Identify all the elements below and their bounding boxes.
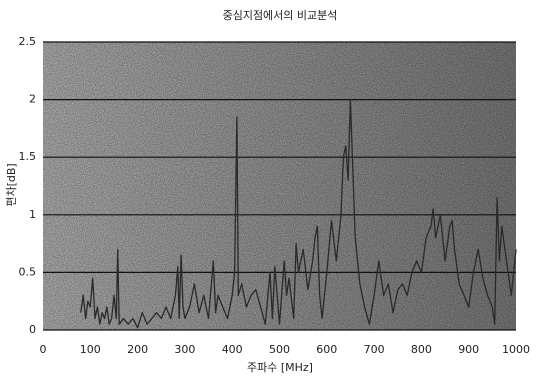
y-tick-label: 2.5	[19, 35, 37, 48]
y-tick-label: 1	[29, 208, 36, 221]
y-axis-label: 편차[dB]	[5, 163, 18, 206]
data-line	[80, 98, 517, 329]
x-tick-label: 900	[458, 343, 479, 356]
chart-title: 중심지점에서의 비교분석	[223, 9, 338, 22]
x-tick-label: 0	[40, 343, 47, 356]
y-tick-label: 2	[29, 93, 36, 106]
y-tick-label: 0.5	[19, 265, 37, 278]
plot-texture	[43, 42, 516, 330]
x-tick-label: 300	[174, 343, 195, 356]
x-tick-label: 200	[127, 343, 148, 356]
x-tick-label: 500	[269, 343, 290, 356]
y-tick-label: 1.5	[19, 150, 37, 163]
y-tick-label: 0	[29, 323, 36, 336]
x-tick-label: 1000	[502, 343, 530, 356]
x-tick-label: 800	[411, 343, 432, 356]
x-tick-label: 400	[222, 343, 243, 356]
x-tick-label: 100	[80, 343, 101, 356]
x-tick-label: 700	[364, 343, 385, 356]
x-tick-label: 600	[316, 343, 337, 356]
x-axis-label: 주파수 [MHz]	[247, 361, 313, 374]
